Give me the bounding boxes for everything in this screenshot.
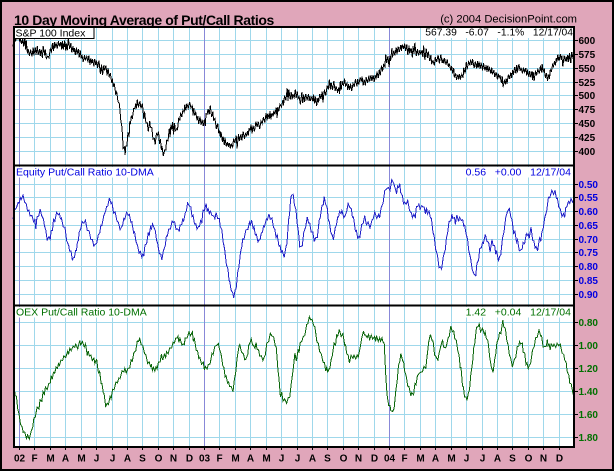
- svg-text:J: J: [295, 454, 301, 465]
- svg-text:A: A: [494, 454, 501, 465]
- svg-text:J: J: [279, 454, 285, 465]
- svg-text:O: O: [525, 454, 533, 465]
- svg-text:J: J: [480, 454, 486, 465]
- svg-text:1.42 +0.04 12/17/04: 1.42 +0.04 12/17/04: [466, 307, 572, 319]
- svg-text:A: A: [247, 454, 254, 465]
- svg-text:525: 525: [579, 78, 596, 89]
- svg-text:F: F: [216, 454, 222, 465]
- svg-text:0.50: 0.50: [579, 180, 599, 191]
- svg-text:475: 475: [579, 105, 596, 116]
- svg-text:D: D: [186, 454, 193, 465]
- svg-text:F: F: [401, 454, 407, 465]
- svg-text:450: 450: [579, 119, 596, 130]
- svg-text:500: 500: [579, 91, 596, 102]
- svg-text:F: F: [31, 454, 37, 465]
- svg-text:0.56 +0.00 12/17/04: 0.56 +0.00 12/17/04: [466, 167, 572, 179]
- svg-text:0.80: 0.80: [579, 262, 599, 273]
- svg-text:1.80: 1.80: [579, 433, 599, 444]
- svg-text:1.40: 1.40: [579, 387, 599, 398]
- svg-text:S: S: [509, 454, 516, 465]
- svg-text:425: 425: [579, 133, 596, 144]
- svg-text:567.39 -6.07 -1.1% 12/17: 567.39 -6.07 -1.1% 12/17/04: [425, 28, 573, 39]
- svg-text:0.70: 0.70: [579, 235, 599, 246]
- svg-text:0.80: 0.80: [579, 318, 599, 329]
- svg-text:O: O: [155, 454, 163, 465]
- svg-text:M: M: [46, 454, 54, 465]
- svg-text:J: J: [110, 454, 116, 465]
- svg-text:M: M: [77, 454, 85, 465]
- svg-text:(c) 2004 DecisionPoint.com: (c) 2004 DecisionPoint.com: [440, 14, 577, 26]
- svg-text:600: 600: [579, 36, 596, 47]
- svg-text:N: N: [170, 454, 177, 465]
- svg-text:0.75: 0.75: [579, 248, 599, 259]
- svg-text:10 Day Moving Average of Put/C: 10 Day Moving Average of Put/Call Ratios: [14, 12, 275, 28]
- svg-text:J: J: [94, 454, 100, 465]
- svg-text:J: J: [464, 454, 470, 465]
- svg-text:A: A: [309, 454, 316, 465]
- svg-text:1.20: 1.20: [579, 364, 599, 375]
- svg-text:0.90: 0.90: [579, 290, 599, 301]
- svg-text:02: 02: [14, 454, 26, 465]
- svg-text:M: M: [416, 454, 424, 465]
- svg-text:1.00: 1.00: [579, 341, 599, 352]
- svg-text:1.60: 1.60: [579, 410, 599, 421]
- svg-text:O: O: [340, 454, 348, 465]
- svg-text:D: D: [556, 454, 563, 465]
- svg-text:Equity Put/Call Ratio 10-DMA: Equity Put/Call Ratio 10-DMA: [16, 167, 154, 179]
- svg-text:N: N: [355, 454, 362, 465]
- svg-text:0.65: 0.65: [579, 221, 599, 232]
- svg-text:550: 550: [579, 64, 596, 75]
- svg-text:A: A: [62, 454, 69, 465]
- svg-text:0.55: 0.55: [579, 193, 599, 204]
- svg-text:A: A: [124, 454, 131, 465]
- svg-text:575: 575: [579, 50, 596, 61]
- svg-text:M: M: [231, 454, 239, 465]
- svg-text:S: S: [324, 454, 331, 465]
- svg-text:400: 400: [579, 147, 596, 158]
- svg-text:D: D: [371, 454, 378, 465]
- svg-text:M: M: [447, 454, 455, 465]
- svg-text:S&P 100 Index: S&P 100 Index: [16, 28, 87, 40]
- svg-text:0.60: 0.60: [579, 207, 599, 218]
- svg-text:OEX Put/Call Ratio 10-DMA: OEX Put/Call Ratio 10-DMA: [16, 307, 147, 319]
- svg-text:N: N: [540, 454, 547, 465]
- svg-text:04: 04: [384, 454, 396, 465]
- svg-text:A: A: [432, 454, 439, 465]
- svg-text:03: 03: [199, 454, 211, 465]
- svg-text:S: S: [139, 454, 146, 465]
- svg-text:0.85: 0.85: [579, 276, 599, 287]
- svg-text:M: M: [262, 454, 270, 465]
